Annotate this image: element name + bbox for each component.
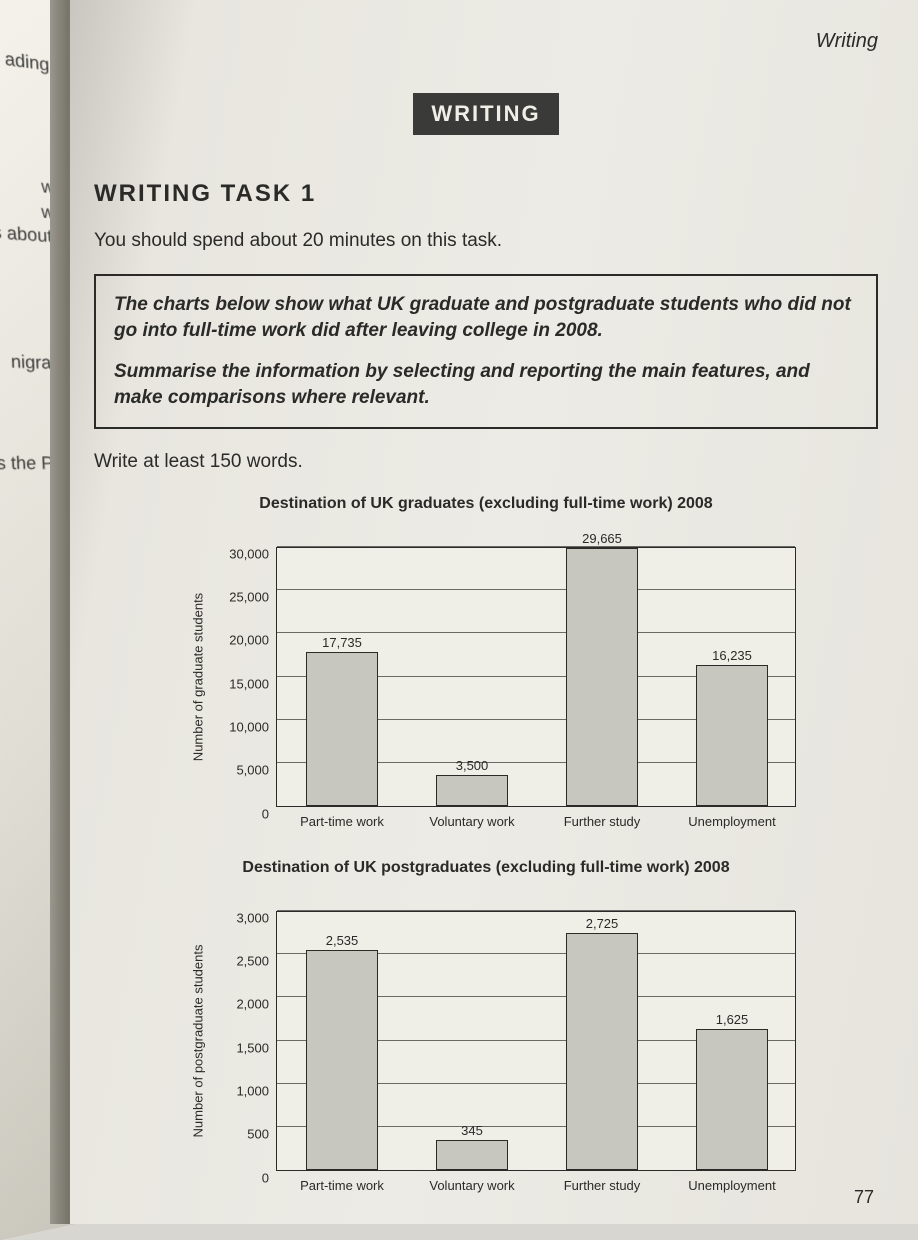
chart-xtick-label: Unemployment xyxy=(688,806,775,829)
chart-xtick-label: Further study xyxy=(564,806,641,829)
prompt-paragraph-2: Summarise the information by selecting a… xyxy=(114,359,858,410)
chart-bar-value-label: 16,235 xyxy=(712,648,752,666)
chart-ytick-label: 3,000 xyxy=(236,910,277,925)
chart-ytick-label: 0 xyxy=(262,806,277,821)
chart-ytick-label: 1,500 xyxy=(236,1040,277,1055)
chart-xtick-label: Voluntary work xyxy=(429,806,514,829)
chart-bar-value-label: 345 xyxy=(461,1123,483,1141)
chart-xtick-label: Part-time work xyxy=(300,1170,384,1193)
chart-1-wrap: Destination of UK graduates (excluding f… xyxy=(94,495,878,839)
chart-ytick-label: 5,000 xyxy=(236,763,277,778)
chart-plot-area: 05001,0001,5002,0002,5003,0002,535Part-t… xyxy=(276,911,796,1171)
chart-ytick-label: 10,000 xyxy=(229,719,277,734)
chart-plot-area: 05,00010,00015,00020,00025,00030,00017,7… xyxy=(276,547,796,807)
chart-gridline xyxy=(277,632,795,633)
writing-title-badge: WRITING xyxy=(413,93,558,135)
chart-ytick-label: 1,000 xyxy=(236,1083,277,1098)
chart-gridline xyxy=(277,546,795,547)
chart-ytick-label: 25,000 xyxy=(229,589,277,604)
chart-bar: 345 xyxy=(436,1140,508,1170)
chart-bar-value-label: 29,665 xyxy=(582,531,622,549)
chart-ytick-label: 2,500 xyxy=(236,953,277,968)
word-count-instruction: Write at least 150 words. xyxy=(94,451,878,473)
chart-ytick-label: 500 xyxy=(247,1127,277,1142)
chart-2: Number of postgraduate students05001,000… xyxy=(126,883,846,1203)
chart-ylabel: Number of postgraduate students xyxy=(191,944,206,1137)
chart-bar: 29,665 xyxy=(566,548,638,805)
chart-xtick-label: Unemployment xyxy=(688,1170,775,1193)
chart-xtick-label: Part-time work xyxy=(300,806,384,829)
chart-ylabel: Number of graduate students xyxy=(191,592,206,760)
task-heading: WRITING TASK 1 xyxy=(94,180,878,208)
chart-bar: 1,625 xyxy=(696,1029,768,1170)
chart-2-title: Destination of UK postgraduates (excludi… xyxy=(94,859,878,877)
task-prompt-box: The charts below show what UK graduate a… xyxy=(94,274,878,429)
chart-1-title: Destination of UK graduates (excluding f… xyxy=(94,495,878,513)
chart-bar: 2,725 xyxy=(566,933,638,1169)
chart-ytick-label: 15,000 xyxy=(229,676,277,691)
prompt-paragraph-1: The charts below show what UK graduate a… xyxy=(114,292,858,343)
chart-xtick-label: Further study xyxy=(564,1170,641,1193)
chart-gridline xyxy=(277,589,795,590)
chart-bar-value-label: 2,725 xyxy=(586,916,619,934)
chart-bar: 2,535 xyxy=(306,950,378,1170)
chart-2-wrap: Destination of UK postgraduates (excludi… xyxy=(94,859,878,1203)
chart-bar: 3,500 xyxy=(436,775,508,805)
chart-ytick-label: 30,000 xyxy=(229,546,277,561)
chart-ytick-label: 0 xyxy=(262,1170,277,1185)
chart-bar-value-label: 17,735 xyxy=(322,635,362,653)
page-number: 77 xyxy=(854,1187,874,1208)
chart-bar-value-label: 1,625 xyxy=(716,1012,749,1030)
chart-bar: 16,235 xyxy=(696,665,768,806)
chart-gridline xyxy=(277,910,795,911)
chart-bar-value-label: 2,535 xyxy=(326,933,359,951)
time-instruction: You should spend about 20 minutes on thi… xyxy=(94,230,878,252)
page-content: Writing WRITING WRITING TASK 1 You shoul… xyxy=(70,0,918,1224)
chart-ytick-label: 2,000 xyxy=(236,997,277,1012)
chart-1: Number of graduate students05,00010,0001… xyxy=(126,519,846,839)
chart-bar: 17,735 xyxy=(306,652,378,806)
section-header: Writing xyxy=(94,30,878,53)
chart-xtick-label: Voluntary work xyxy=(429,1170,514,1193)
chart-ytick-label: 20,000 xyxy=(229,633,277,648)
chart-bar-value-label: 3,500 xyxy=(456,758,489,776)
